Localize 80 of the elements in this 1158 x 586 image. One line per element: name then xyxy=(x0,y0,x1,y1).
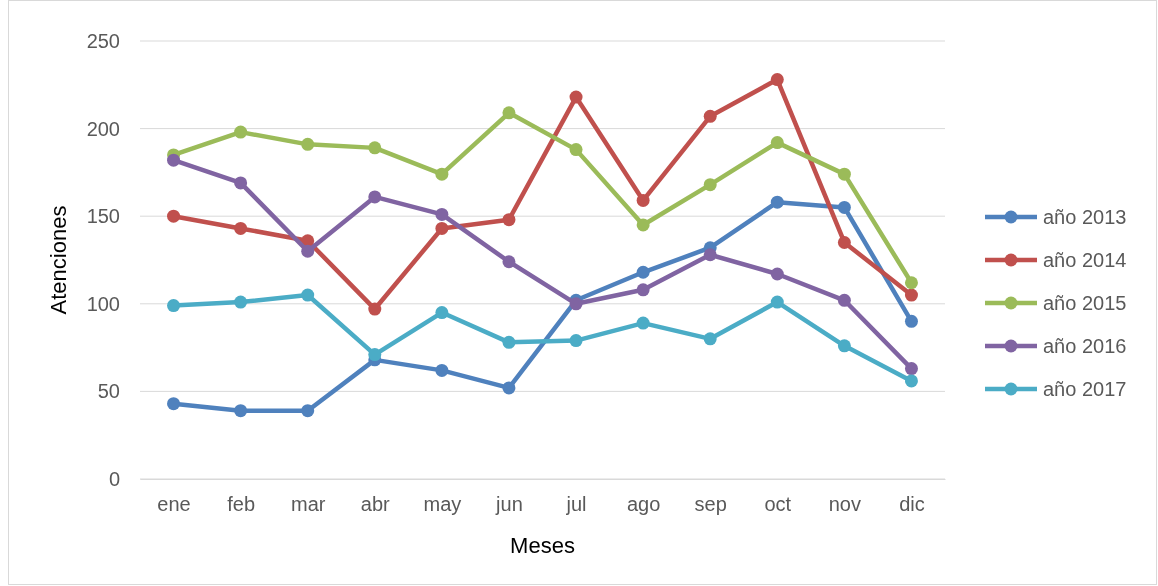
y-tick-label: 200 xyxy=(86,117,120,140)
point xyxy=(904,314,918,328)
point xyxy=(904,374,918,388)
point xyxy=(703,332,717,346)
point xyxy=(435,167,449,181)
x-tick-label: sep xyxy=(694,493,727,516)
point xyxy=(301,137,315,151)
legend-label: año 2016 xyxy=(1043,335,1127,357)
point xyxy=(770,73,784,87)
point xyxy=(636,218,650,232)
x-tick-label: feb xyxy=(227,493,256,516)
y-tick-label: 150 xyxy=(86,205,120,228)
point xyxy=(435,221,449,235)
point xyxy=(167,397,181,411)
y-tick-label: 50 xyxy=(97,380,120,403)
point xyxy=(770,267,784,281)
point xyxy=(167,299,181,313)
point xyxy=(837,167,851,181)
point xyxy=(636,193,650,207)
point xyxy=(234,295,248,309)
x-tick-label: abr xyxy=(360,493,391,516)
x-tick-label: ene xyxy=(157,493,191,516)
point xyxy=(569,143,583,157)
x-tick-label: nov xyxy=(828,493,861,516)
point xyxy=(703,178,717,192)
point xyxy=(301,244,315,258)
legend-label: año 2013 xyxy=(1043,206,1127,228)
x-tick-label: oct xyxy=(764,493,792,516)
point xyxy=(368,141,382,155)
point xyxy=(569,297,583,311)
point xyxy=(904,276,918,290)
point xyxy=(636,265,650,279)
point xyxy=(837,235,851,249)
point xyxy=(770,295,784,309)
point xyxy=(502,213,516,227)
point xyxy=(770,136,784,150)
point xyxy=(435,207,449,221)
point xyxy=(502,335,516,349)
point xyxy=(703,109,717,123)
point xyxy=(703,248,717,262)
y-axis-title: Atenciones xyxy=(46,205,71,315)
point xyxy=(837,200,851,214)
x-tick-label: jul xyxy=(565,493,587,516)
legend-label: año 2015 xyxy=(1043,292,1127,314)
point xyxy=(502,381,516,395)
point xyxy=(636,316,650,330)
y-tick-label: 250 xyxy=(86,29,120,52)
point xyxy=(234,404,248,418)
point xyxy=(368,302,382,316)
point xyxy=(837,293,851,307)
point xyxy=(368,348,382,362)
point xyxy=(234,176,248,190)
point xyxy=(502,106,516,120)
point xyxy=(770,195,784,209)
x-tick-label: ago xyxy=(626,493,661,516)
legend-label: año 2014 xyxy=(1043,249,1127,271)
point xyxy=(837,339,851,353)
point xyxy=(435,363,449,377)
point xyxy=(167,153,181,167)
point xyxy=(234,221,248,235)
point xyxy=(569,90,583,104)
point xyxy=(167,209,181,223)
point xyxy=(368,190,382,204)
point xyxy=(502,255,516,269)
point xyxy=(234,125,248,139)
point xyxy=(904,288,918,302)
point xyxy=(569,334,583,348)
point xyxy=(301,288,315,302)
point xyxy=(301,404,315,418)
x-tick-label: mar xyxy=(290,493,326,516)
y-tick-label: 0 xyxy=(108,467,120,490)
x-axis-title: Meses xyxy=(510,533,575,558)
legend-label: año 2017 xyxy=(1043,378,1127,400)
y-tick-label: 100 xyxy=(86,292,120,315)
point xyxy=(904,362,918,376)
point xyxy=(435,306,449,320)
x-tick-label: dic xyxy=(899,493,925,516)
x-tick-label: may xyxy=(423,493,462,516)
x-tick-label: jun xyxy=(495,493,523,516)
point xyxy=(636,283,650,297)
